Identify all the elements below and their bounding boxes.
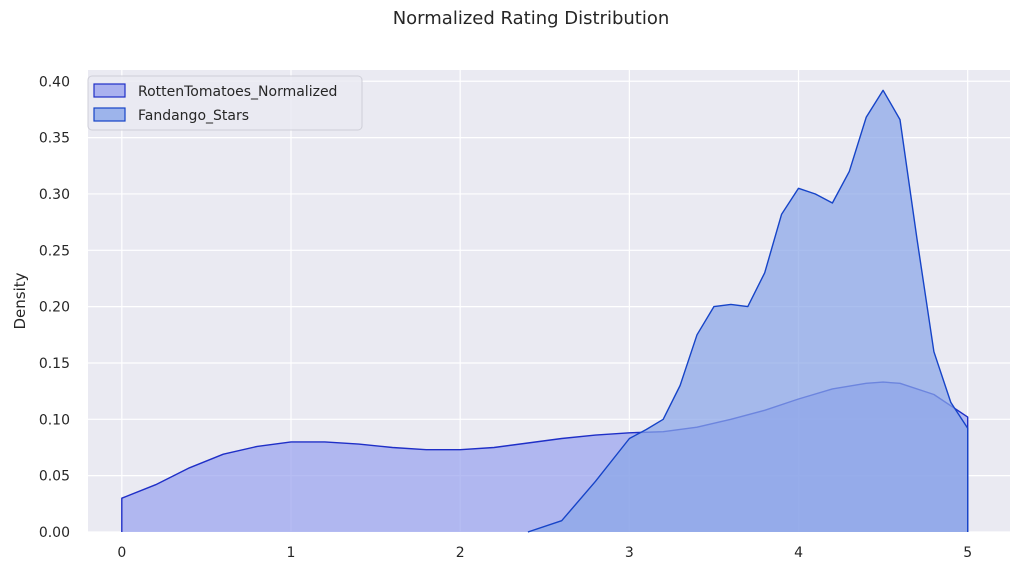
legend-swatch-1 bbox=[93, 107, 126, 122]
y-tick-label-5: 0.25 bbox=[39, 243, 70, 259]
y-tick-label-3: 0.15 bbox=[39, 356, 70, 372]
y-axis-ticks: 0.00 0.05 0.10 0.15 0.20 0.25 0.30 0.35 0.40 bbox=[39, 74, 70, 541]
x-tick-label-5: 5 bbox=[963, 545, 972, 561]
x-tick-label-2: 2 bbox=[456, 545, 465, 561]
legend-label-0: RottenTomatoes_Normalized bbox=[138, 84, 337, 100]
y-tick-label-8: 0.40 bbox=[39, 74, 70, 90]
x-axis-ticks: 0 1 2 3 4 5 bbox=[117, 545, 972, 561]
legend: RottenTomatoes_Normalized Fandango_Stars bbox=[87, 75, 363, 131]
y-axis-label: Density bbox=[11, 272, 29, 329]
x-tick-label-4: 4 bbox=[794, 545, 803, 561]
y-tick-label-7: 0.35 bbox=[39, 131, 70, 147]
legend-box bbox=[87, 75, 363, 131]
series-line-1 bbox=[527, 89, 969, 533]
x-tick-label-0: 0 bbox=[117, 545, 126, 561]
y-tick-label-1: 0.05 bbox=[39, 469, 70, 485]
chart-title: Normalized Rating Distribution bbox=[393, 8, 670, 29]
series-layer bbox=[121, 89, 969, 533]
y-tick-label-4: 0.20 bbox=[39, 300, 70, 316]
x-tick-label-1: 1 bbox=[287, 545, 296, 561]
x-tick-label-3: 3 bbox=[625, 545, 634, 561]
legend-swatch-0 bbox=[93, 83, 126, 98]
series-area-1 bbox=[527, 90, 968, 533]
legend-label-1: Fandango_Stars bbox=[138, 108, 249, 124]
y-tick-label-0: 0.00 bbox=[39, 525, 70, 541]
y-tick-label-2: 0.10 bbox=[39, 412, 70, 428]
y-tick-label-6: 0.30 bbox=[39, 187, 70, 203]
